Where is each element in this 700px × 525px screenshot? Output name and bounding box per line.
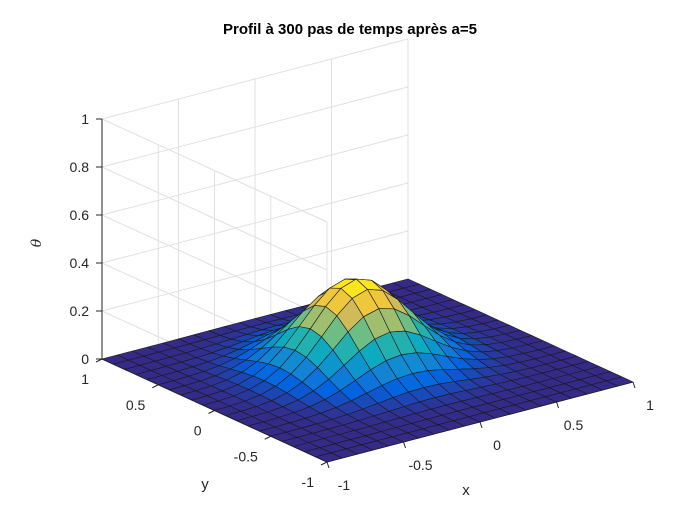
grid-line-backwall-z-5 — [101, 38, 409, 120]
x-tick-mark — [403, 441, 406, 449]
surface-mesh — [101, 278, 634, 463]
x-tick-mark — [632, 381, 636, 389]
x-tick-label: -1 — [338, 477, 351, 493]
x-tick-label: 1 — [646, 397, 654, 413]
y-tick-mark — [152, 384, 159, 389]
y-tick-label: 0 — [194, 423, 202, 439]
z-tick-label: 0.2 — [70, 303, 90, 319]
y-axis-label: y — [201, 476, 209, 493]
grid-line-backwall-z-2 — [101, 182, 409, 264]
y-tick-mark — [264, 435, 271, 440]
x-tick-mark — [556, 401, 559, 409]
x-tick-mark — [326, 461, 330, 469]
grid-line-backwall-z-3 — [101, 134, 409, 216]
grid-line-backwall-z-4 — [101, 86, 409, 168]
x-tick-mark — [479, 421, 483, 429]
grid-line-sidewall-z-5 — [101, 118, 328, 223]
y-tick-label: 1 — [81, 371, 89, 387]
y-tick-mark — [95, 358, 103, 363]
x-tick-label: -0.5 — [408, 457, 432, 473]
x-axis-label: x — [462, 482, 470, 499]
tick-labels: 0 0.2 0.4 0.6 0.8 1 -1 -0.5 0 0.5 1 -1 -0.5 0 0.5 1 — [70, 111, 655, 493]
z-tick-label: 0.6 — [70, 207, 90, 223]
y-tick-label: 0.5 — [126, 397, 146, 413]
z-tick-label: 1 — [81, 111, 89, 127]
z-tick-label: 0 — [81, 351, 89, 367]
z-tick-label: 0.8 — [70, 159, 90, 175]
grid-line-sidewall-z-3 — [101, 214, 328, 319]
x-tick-label: 0.5 — [564, 417, 584, 433]
y-tick-mark — [208, 410, 215, 414]
grid-line-backwall-z-1 — [101, 230, 409, 312]
y-tick-mark — [320, 461, 328, 466]
x-tick-label: 0 — [493, 437, 501, 453]
grid-line-sidewall-z-4 — [101, 166, 328, 271]
z-axis-label: θ — [29, 238, 45, 247]
z-tick-label: 0.4 — [70, 255, 90, 271]
y-tick-label: -0.5 — [234, 448, 258, 464]
y-tick-label: -1 — [302, 474, 315, 490]
surface-patch — [606, 376, 634, 387]
chart-title: Profil à 300 pas de temps après a=5 — [223, 21, 477, 38]
